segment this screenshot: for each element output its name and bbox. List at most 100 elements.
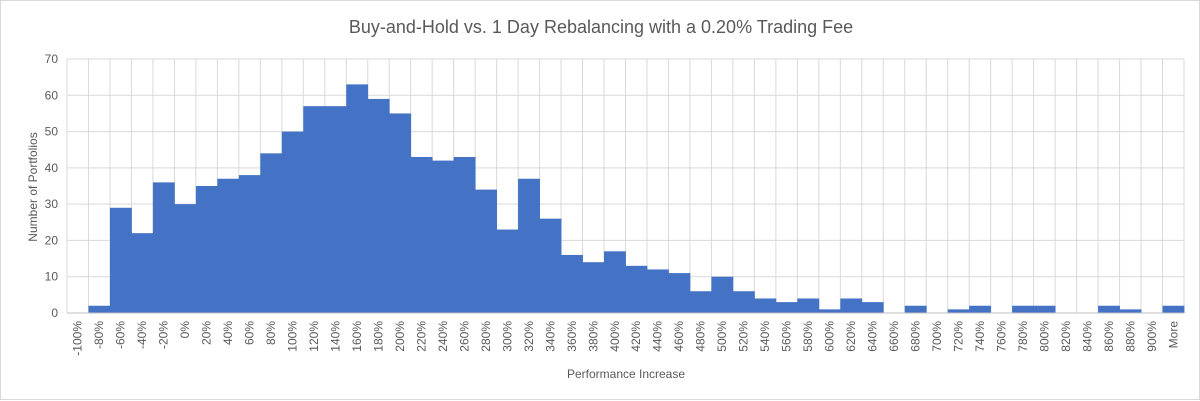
x-tick-label: More bbox=[1166, 321, 1180, 349]
x-tick-label: 60% bbox=[243, 321, 257, 345]
chart-title: Buy-and-Hold vs. 1 Day Rebalancing with … bbox=[349, 17, 853, 37]
y-axis-title: Number of Portfolios bbox=[26, 132, 40, 241]
x-tick-label: 300% bbox=[500, 321, 514, 352]
x-tick-label: 780% bbox=[1016, 321, 1030, 352]
x-tick-label: 120% bbox=[307, 321, 321, 352]
bar bbox=[238, 175, 261, 313]
bar bbox=[174, 204, 197, 313]
bar bbox=[281, 131, 304, 313]
bar bbox=[453, 156, 476, 313]
x-tick-label: 20% bbox=[200, 321, 214, 345]
x-tick-label: 80% bbox=[264, 321, 278, 345]
x-tick-label: -40% bbox=[135, 321, 149, 349]
x-tick-label: 680% bbox=[908, 321, 922, 352]
bar bbox=[260, 153, 283, 313]
bar bbox=[88, 305, 111, 313]
bar bbox=[646, 269, 669, 313]
bar bbox=[389, 113, 412, 313]
y-tick-label: 20 bbox=[45, 233, 59, 247]
x-tick-label: 900% bbox=[1145, 321, 1159, 352]
x-tick-label: -60% bbox=[114, 321, 128, 349]
bar bbox=[410, 156, 433, 313]
bar bbox=[109, 207, 132, 313]
bar bbox=[1033, 305, 1056, 313]
bar bbox=[131, 233, 154, 313]
x-tick-label: 380% bbox=[586, 321, 600, 352]
bar bbox=[775, 302, 798, 313]
x-tick-label: 240% bbox=[436, 321, 450, 352]
bar bbox=[1098, 305, 1120, 313]
x-tick-label: 420% bbox=[629, 321, 643, 352]
bar bbox=[367, 98, 390, 314]
bar bbox=[947, 309, 970, 313]
x-tick-label: 600% bbox=[823, 321, 837, 352]
y-tick-label: 70 bbox=[45, 52, 59, 66]
bar bbox=[496, 229, 519, 313]
y-tick-label: 60 bbox=[45, 88, 59, 102]
x-tick-label: 480% bbox=[694, 321, 708, 352]
x-tick-label: 840% bbox=[1080, 321, 1094, 352]
x-tick-label: 360% bbox=[565, 321, 579, 352]
x-tick-label: 100% bbox=[286, 321, 300, 352]
x-tick-label: 760% bbox=[994, 321, 1008, 352]
y-tick-label: 10 bbox=[45, 270, 59, 284]
x-tick-label: 160% bbox=[350, 321, 364, 352]
x-tick-label: 220% bbox=[414, 321, 428, 352]
x-tick-label: 0% bbox=[178, 321, 192, 339]
bar bbox=[195, 186, 218, 313]
bar bbox=[689, 291, 712, 313]
x-tick-label: 280% bbox=[479, 321, 493, 352]
x-tick-label: -20% bbox=[157, 321, 171, 349]
x-tick-label: 640% bbox=[866, 321, 880, 352]
x-tick-label: 720% bbox=[951, 321, 965, 352]
bar bbox=[303, 106, 326, 314]
x-tick-label: 340% bbox=[543, 321, 557, 352]
x-tick-label: 540% bbox=[758, 321, 772, 352]
bar bbox=[582, 262, 605, 313]
x-tick-labels: -100% -80% -60% -40% -20% 0% 20% 40% 60% 80% 100% 1… bbox=[71, 321, 1181, 356]
x-tick-label: 740% bbox=[973, 321, 987, 352]
x-tick-label: 440% bbox=[651, 321, 665, 352]
x-tick-label: 140% bbox=[329, 321, 343, 352]
bar bbox=[1119, 309, 1142, 313]
y-tick-label: 40 bbox=[45, 161, 59, 175]
x-tick-label: 700% bbox=[930, 321, 944, 352]
x-tick-label: 40% bbox=[221, 321, 235, 345]
bar bbox=[518, 178, 540, 313]
x-tick-label: 500% bbox=[715, 321, 729, 352]
y-tick-labels: 0 10 20 30 40 50 60 70 bbox=[45, 52, 59, 320]
bar bbox=[754, 298, 777, 313]
x-tick-label: 820% bbox=[1059, 321, 1073, 352]
bar bbox=[904, 305, 927, 313]
bar bbox=[840, 298, 863, 313]
bar bbox=[346, 84, 369, 314]
x-tick-label: 200% bbox=[393, 321, 407, 352]
x-tick-label: -100% bbox=[71, 321, 85, 356]
x-axis-title: Performance Increase bbox=[567, 367, 685, 381]
x-tick-label: 800% bbox=[1037, 321, 1051, 352]
bar bbox=[561, 254, 583, 313]
x-tick-label: 620% bbox=[844, 321, 858, 352]
y-tick-label: 50 bbox=[45, 125, 59, 139]
bar bbox=[324, 106, 347, 314]
bar bbox=[1162, 305, 1185, 313]
bar bbox=[732, 291, 755, 313]
bar bbox=[711, 276, 734, 313]
y-tick-label: 0 bbox=[51, 306, 58, 320]
bar bbox=[432, 160, 455, 313]
bar bbox=[625, 265, 648, 313]
bar bbox=[797, 298, 820, 313]
x-tick-label: 260% bbox=[457, 321, 471, 352]
bar bbox=[539, 218, 562, 313]
bar bbox=[1012, 305, 1035, 313]
y-tick-label: 30 bbox=[45, 197, 59, 211]
bar bbox=[668, 273, 691, 313]
bar bbox=[152, 182, 175, 313]
x-tick-label: 560% bbox=[780, 321, 794, 352]
bars bbox=[88, 84, 1185, 314]
bar bbox=[818, 309, 841, 313]
x-tick-label: 880% bbox=[1123, 321, 1137, 352]
bar bbox=[861, 302, 884, 313]
